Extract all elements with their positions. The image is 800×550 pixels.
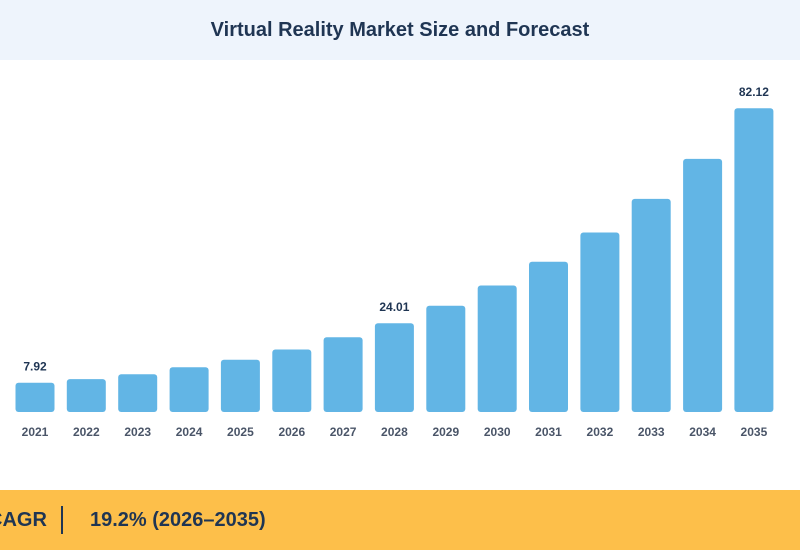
x-tick-label-2027: 2027 bbox=[330, 425, 357, 439]
x-tick-label-2023: 2023 bbox=[124, 425, 151, 439]
bar-2022 bbox=[66, 379, 106, 412]
x-tick-label-2021: 2021 bbox=[22, 425, 49, 439]
x-tick-label-2030: 2030 bbox=[484, 425, 511, 439]
bar-2029 bbox=[426, 305, 466, 412]
x-tick-label-2029: 2029 bbox=[432, 425, 459, 439]
cagr-value: 19.2% (2026–2035) bbox=[90, 509, 266, 531]
cagr-label: CAGR bbox=[0, 509, 47, 531]
x-tick-label-2026: 2026 bbox=[278, 425, 305, 439]
bar-2027 bbox=[323, 337, 363, 412]
x-tick-label-2032: 2032 bbox=[587, 425, 614, 439]
x-tick-label-2025: 2025 bbox=[227, 425, 254, 439]
bar-2021 bbox=[15, 382, 55, 412]
bar-2031 bbox=[529, 261, 568, 412]
x-tick-label-2035: 2035 bbox=[741, 425, 768, 439]
bar-2030 bbox=[477, 285, 517, 412]
x-tick-label-2022: 2022 bbox=[73, 425, 100, 439]
x-tick-label-2034: 2034 bbox=[689, 425, 716, 439]
x-tick-label-2024: 2024 bbox=[176, 425, 203, 439]
bar-2024 bbox=[169, 367, 209, 412]
data-label-2035: 82.12 bbox=[739, 85, 769, 99]
bar-2032 bbox=[580, 232, 620, 412]
chart-header: Virtual Reality Market Size and Forecast bbox=[0, 0, 800, 60]
cagr-divider bbox=[61, 506, 63, 534]
cagr-banner: CAGR 19.2% (2026–2035) bbox=[0, 490, 800, 550]
x-tick-label-2031: 2031 bbox=[535, 425, 562, 439]
bar-chart: 2021 7.92 2022 2023 2024 2025 2026 2027 2028 24.0… bbox=[15, 85, 774, 439]
bar-2034 bbox=[683, 158, 723, 412]
data-label-2021: 7.92 bbox=[23, 360, 47, 374]
x-tick-label-2028: 2028 bbox=[381, 425, 408, 439]
data-label-2028: 24.01 bbox=[379, 300, 409, 314]
bar-2035 bbox=[734, 108, 774, 412]
bar-2028 bbox=[374, 323, 414, 412]
bar-2026 bbox=[272, 349, 312, 412]
bar-2023 bbox=[118, 374, 158, 412]
bar-2025 bbox=[220, 359, 260, 412]
bar-2033 bbox=[631, 198, 671, 412]
x-tick-label-2033: 2033 bbox=[638, 425, 665, 439]
chart-title: Virtual Reality Market Size and Forecast bbox=[210, 18, 590, 41]
